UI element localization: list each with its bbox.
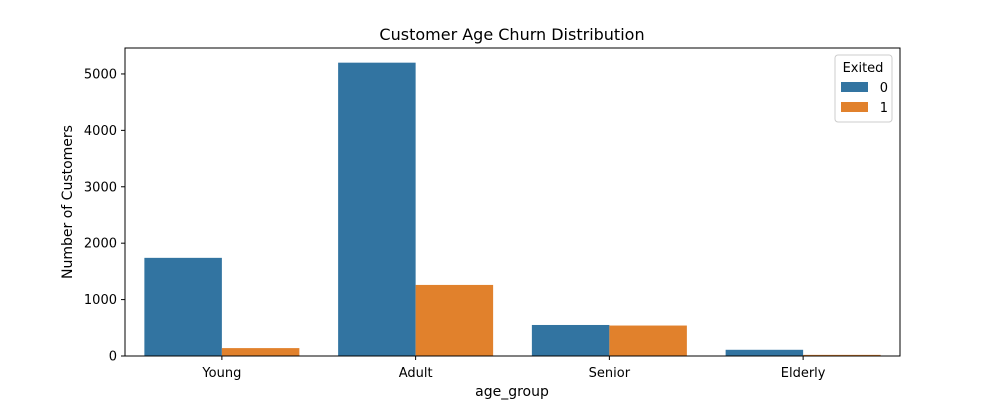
y-tick-label: 4000 [84,124,117,139]
y-tick-label: 1000 [84,293,117,308]
x-axis-label: age_group [475,384,549,400]
y-tick-label: 3000 [84,180,117,195]
bar-elderly-exited-0 [725,349,804,356]
y-tick-label: 5000 [84,67,117,82]
bar-adult-exited-1 [415,284,494,356]
legend: Exited 01 [834,54,893,123]
x-tick-label: Elderly [781,366,826,381]
y-tick-label: 0 [109,350,117,365]
y-tick-label: 2000 [84,237,117,252]
x-tick-label: Young [201,366,241,381]
bar-senior-exited-0 [531,324,610,356]
bar-young-exited-0 [144,257,222,356]
bar-elderly-exited-1 [803,354,881,356]
legend-swatch-0 [841,82,868,92]
legend-title: Exited [843,61,884,76]
bar-adult-exited-0 [338,62,416,357]
plot-frame [124,47,901,357]
y-axis-label: Number of Customers [60,125,76,279]
bar-senior-exited-1 [609,325,687,356]
legend-label-0: 0 [880,81,888,96]
bar-young-exited-1 [221,348,300,356]
x-tick-label: Adult [399,366,433,381]
chart-title: Customer Age Churn Distribution [379,25,644,44]
x-tick-label: Senior [589,366,631,381]
bars-group [144,62,881,357]
legend-swatch-1 [841,102,868,112]
legend-label-1: 1 [880,101,888,116]
x-axis: Young Adult Senior Elderly [201,356,826,381]
y-axis: 0 1000 2000 3000 4000 5000 [84,67,125,365]
legend-entries: 01 [841,81,888,116]
